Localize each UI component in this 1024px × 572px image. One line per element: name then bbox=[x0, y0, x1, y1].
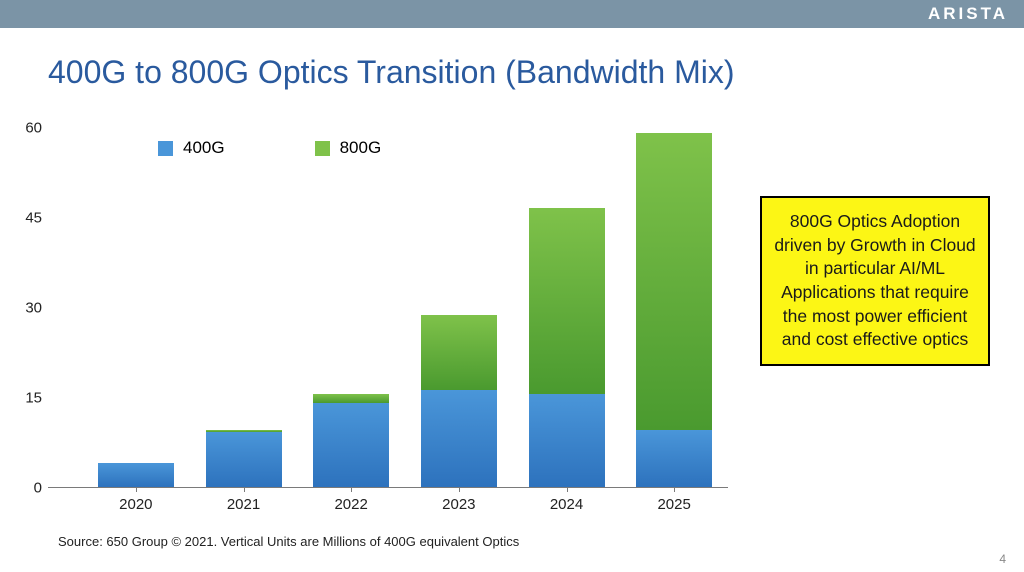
x-axis-tick bbox=[567, 487, 568, 492]
chart: 015304560202020212022202320242025 400G 8… bbox=[48, 128, 728, 516]
y-axis-label: 0 bbox=[6, 480, 42, 497]
plot-region: 015304560202020212022202320242025 bbox=[48, 128, 728, 488]
bar-column bbox=[421, 315, 497, 487]
bar-segment bbox=[636, 133, 712, 430]
bar-segment bbox=[529, 208, 605, 394]
slide: ARISTA 400G to 800G Optics Transition (B… bbox=[0, 0, 1024, 572]
bar-segment bbox=[421, 315, 497, 390]
y-axis-label: 15 bbox=[6, 390, 42, 407]
x-axis-tick bbox=[351, 487, 352, 492]
x-axis-label: 2022 bbox=[313, 496, 389, 513]
chart-legend: 400G 800G bbox=[158, 138, 381, 158]
bar-column bbox=[529, 208, 605, 487]
legend-label: 400G bbox=[183, 138, 225, 158]
bar-column bbox=[313, 394, 389, 487]
x-axis-tick bbox=[244, 487, 245, 492]
x-axis-label: 2025 bbox=[636, 496, 712, 513]
x-axis-label: 2023 bbox=[421, 496, 497, 513]
x-axis-tick bbox=[674, 487, 675, 492]
legend-swatch-icon bbox=[315, 141, 330, 156]
callout-box: 800G Optics Adoption driven by Growth in… bbox=[760, 196, 990, 366]
y-axis-label: 45 bbox=[6, 210, 42, 227]
legend-item-800g: 800G bbox=[315, 138, 382, 158]
legend-label: 800G bbox=[340, 138, 382, 158]
bar-segment bbox=[636, 430, 712, 487]
chart-area: 015304560202020212022202320242025 400G 8… bbox=[48, 128, 728, 516]
slide-title: 400G to 800G Optics Transition (Bandwidt… bbox=[48, 54, 735, 91]
x-axis-label: 2020 bbox=[98, 496, 174, 513]
bar-segment bbox=[313, 403, 389, 487]
y-axis-label: 60 bbox=[6, 120, 42, 137]
source-note: Source: 650 Group © 2021. Vertical Units… bbox=[58, 534, 519, 549]
bar-column bbox=[98, 463, 174, 487]
x-axis-tick bbox=[459, 487, 460, 492]
page-number: 4 bbox=[999, 552, 1006, 566]
legend-swatch-icon bbox=[158, 141, 173, 156]
y-axis-label: 30 bbox=[6, 300, 42, 317]
top-bar bbox=[0, 0, 1024, 28]
bar-segment bbox=[313, 394, 389, 403]
bar-segment bbox=[98, 463, 174, 487]
x-axis-label: 2024 bbox=[529, 496, 605, 513]
bar-segment bbox=[421, 390, 497, 487]
brand-logo: ARISTA bbox=[928, 0, 1008, 28]
legend-item-400g: 400G bbox=[158, 138, 225, 158]
bar-column bbox=[636, 133, 712, 487]
bar-column bbox=[206, 430, 282, 487]
bar-segment bbox=[206, 432, 282, 487]
bar-segment bbox=[529, 394, 605, 487]
x-axis-tick bbox=[136, 487, 137, 492]
x-axis-label: 2021 bbox=[206, 496, 282, 513]
